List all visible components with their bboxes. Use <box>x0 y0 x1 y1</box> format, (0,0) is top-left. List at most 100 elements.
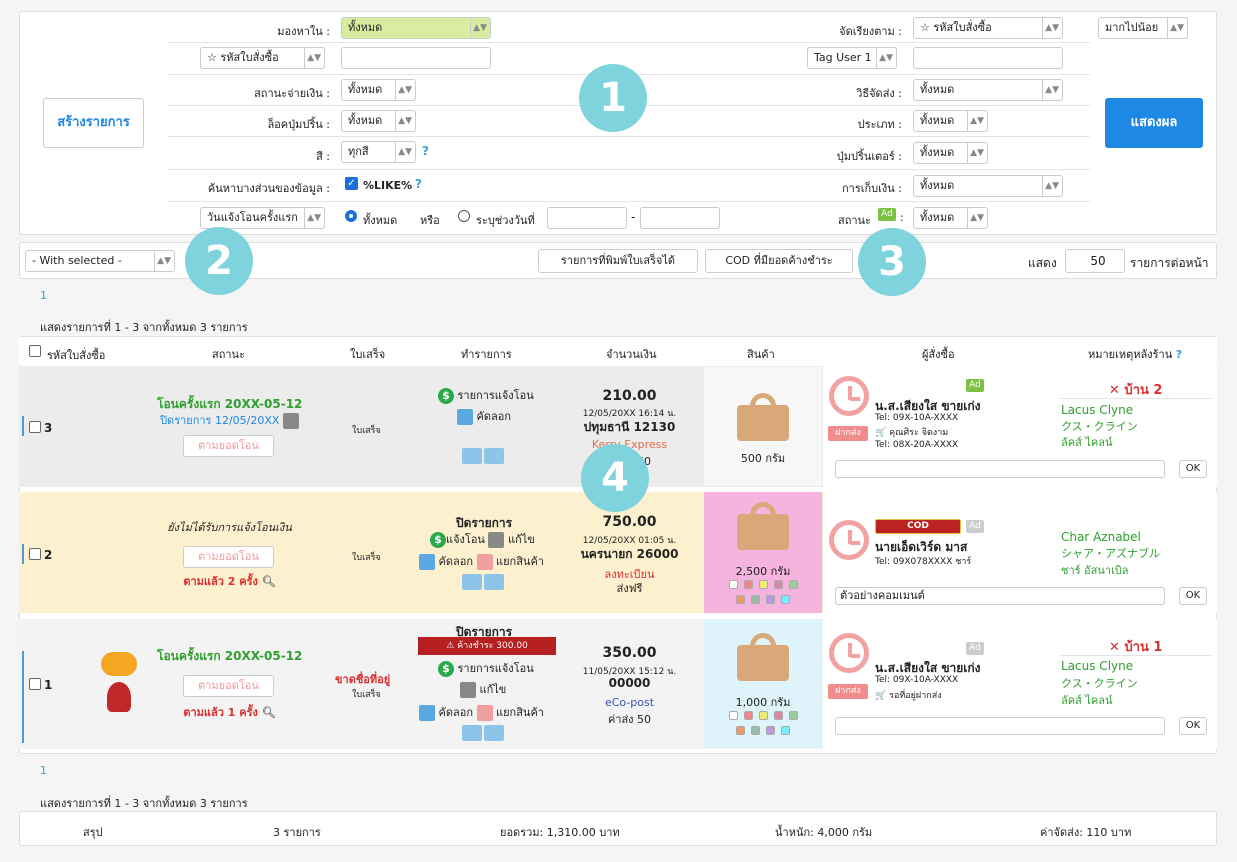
color-select[interactable]: ทุกสี ▲▼ <box>341 141 416 163</box>
edit-link[interactable]: แก้ไข <box>460 680 506 698</box>
forward-icon[interactable] <box>484 448 504 464</box>
help-icon[interactable]: ? <box>422 144 429 158</box>
history-icon[interactable] <box>829 633 869 673</box>
history-icon[interactable] <box>829 520 869 560</box>
status-select[interactable]: ทั้งหมด ▲▼ <box>913 207 988 229</box>
color-swatch[interactable] <box>789 711 798 720</box>
copy-icon <box>457 409 473 425</box>
all-radio[interactable] <box>345 210 357 222</box>
share-icons[interactable] <box>461 725 505 744</box>
comment-input[interactable] <box>835 717 1165 735</box>
close-icon[interactable]: ✕ <box>1109 383 1120 398</box>
color-swatch[interactable] <box>751 595 760 604</box>
color-swatch[interactable] <box>781 726 790 735</box>
follow-transfer-button[interactable]: ตามยอดโอน <box>183 675 274 697</box>
buyer-name[interactable]: นายเอ็ดเวิร์ด มาส <box>875 540 968 554</box>
copy-split-links[interactable]: คัดลอก แยกสินค้า <box>419 552 544 570</box>
follow-transfer-button[interactable]: ตามยอดโอน <box>183 546 274 568</box>
collect-select[interactable]: ทั้งหมด ▲▼ <box>913 175 1063 197</box>
order-id[interactable]: 1 <box>44 678 53 692</box>
shipping-select[interactable]: ทั้งหมด ▲▼ <box>913 79 1063 101</box>
copy-split-links[interactable]: คัดลอก แยกสินค้า <box>419 703 544 721</box>
row-checkbox[interactable] <box>29 678 41 690</box>
date-to-input[interactable] <box>640 207 720 229</box>
comment-ok-button[interactable]: OK <box>1179 717 1207 735</box>
color-swatch[interactable] <box>781 595 790 604</box>
share-icon[interactable] <box>462 725 482 741</box>
color-swatch[interactable] <box>766 726 775 735</box>
printer-select[interactable]: ทั้งหมด ▲▼ <box>913 142 988 164</box>
color-swatch[interactable] <box>744 711 753 720</box>
color-swatch[interactable] <box>766 595 775 604</box>
tag-user-select[interactable]: Tag User 1 ▲▼ <box>807 47 897 69</box>
order-code-select[interactable]: ☆ รหัสใบสั่งซื้อ ▲▼ <box>200 47 325 69</box>
row-checkbox[interactable] <box>29 548 41 560</box>
sort-select[interactable]: ☆ รหัสใบสั่งซื้อ ▲▼ <box>913 17 1063 39</box>
share-icon[interactable] <box>462 448 482 464</box>
tag-user-input[interactable] <box>913 47 1063 69</box>
search-icon[interactable]: 🔍︎ <box>261 575 276 588</box>
edit-icon[interactable] <box>460 682 476 698</box>
header-order-code[interactable]: รหัสใบสั่งซื้อ <box>47 349 106 362</box>
color-swatch[interactable] <box>744 580 753 589</box>
help-icon[interactable]: ? <box>415 177 422 191</box>
per-page-input[interactable]: 50 <box>1065 249 1125 273</box>
order-id[interactable]: 2 <box>44 548 53 562</box>
range-radio[interactable] <box>458 210 470 222</box>
printable-receipts-button[interactable]: รายการที่พิมพ์ใบเสร็จได้ <box>538 249 698 273</box>
order-direction-select[interactable]: มากไปน้อย ▲▼ <box>1098 17 1188 39</box>
payment-status-select[interactable]: ทั้งหมด ▲▼ <box>341 79 416 101</box>
color-swatch[interactable] <box>774 580 783 589</box>
search-in-select[interactable]: ทั้งหมด ▲▼ <box>341 17 491 39</box>
forward-icon[interactable] <box>484 574 504 590</box>
color-swatch[interactable] <box>729 711 738 720</box>
follow-count[interactable]: ตามแล้ว 1 ครั้ง 🔍︎ <box>183 706 276 719</box>
order-id[interactable]: 3 <box>44 421 53 435</box>
comment-ok-button[interactable]: OK <box>1179 460 1207 478</box>
order-closed-date[interactable]: ปิดรายการ 12/05/20XX <box>157 411 302 429</box>
color-swatch[interactable] <box>789 580 798 589</box>
select-all-checkbox[interactable] <box>29 345 41 357</box>
search-icon[interactable]: 🔍︎ <box>261 706 276 719</box>
color-swatch[interactable] <box>759 711 768 720</box>
date-from-input[interactable] <box>547 207 627 229</box>
color-swatch[interactable] <box>759 580 768 589</box>
share-icons[interactable] <box>461 448 505 467</box>
order-code-input[interactable] <box>341 47 491 69</box>
color-swatch[interactable] <box>729 580 738 589</box>
buyer-name[interactable]: น.ส.เสียงใส ขายเก่ง <box>875 399 981 413</box>
print-lock-select[interactable]: ทั้งหมด ▲▼ <box>341 110 416 132</box>
color-swatch[interactable] <box>774 711 783 720</box>
transfer-list-link[interactable]: $ รายการแจ้งโอน <box>438 386 534 404</box>
close-icon[interactable]: ✕ <box>1109 640 1120 655</box>
pagination-page[interactable]: 1 <box>40 289 47 302</box>
comment-input[interactable] <box>835 460 1165 478</box>
transfer-link[interactable]: $ แจ้งโอน แก้ไข <box>430 530 535 548</box>
edit-icon[interactable] <box>282 413 299 429</box>
color-swatch[interactable] <box>736 595 745 604</box>
row-checkbox[interactable] <box>29 421 41 433</box>
color-swatch[interactable] <box>751 726 760 735</box>
create-order-button[interactable]: สร้างรายการ <box>43 98 144 148</box>
copy-link[interactable]: คัดลอก <box>457 407 511 425</box>
follow-count[interactable]: ตามแล้ว 2 ครั้ง 🔍︎ <box>183 575 276 588</box>
like-checkbox[interactable]: ✓ <box>345 177 358 190</box>
pagination-page[interactable]: 1 <box>40 764 47 777</box>
cod-outstanding-button[interactable]: COD ที่มียอดค้างชำระ <box>705 249 853 273</box>
color-swatch[interactable] <box>736 726 745 735</box>
comment-input[interactable]: ตัวอย่างคอมเมนต์ <box>835 587 1165 605</box>
transfer-list-link[interactable]: $ รายการแจ้งโอน <box>438 659 534 677</box>
forward-icon[interactable] <box>484 725 504 741</box>
edit-icon[interactable] <box>488 532 505 548</box>
follow-transfer-button[interactable]: ตามยอดโอน <box>183 435 274 457</box>
history-icon[interactable] <box>829 376 869 416</box>
with-selected-select[interactable]: - With selected - ▲▼ <box>25 250 175 272</box>
chat-icon[interactable] <box>101 652 137 676</box>
comment-ok-button[interactable]: OK <box>1179 587 1207 605</box>
type-select[interactable]: ทั้งหมด ▲▼ <box>913 110 988 132</box>
date-type-select[interactable]: วันแจ้งโอนครั้งแรก ▲▼ <box>200 207 325 229</box>
buyer-name[interactable]: น.ส.เสียงใส ขายเก่ง <box>875 661 981 675</box>
share-icons[interactable] <box>461 574 505 593</box>
show-results-button[interactable]: แสดงผล <box>1105 98 1203 148</box>
share-icon[interactable] <box>462 574 482 590</box>
